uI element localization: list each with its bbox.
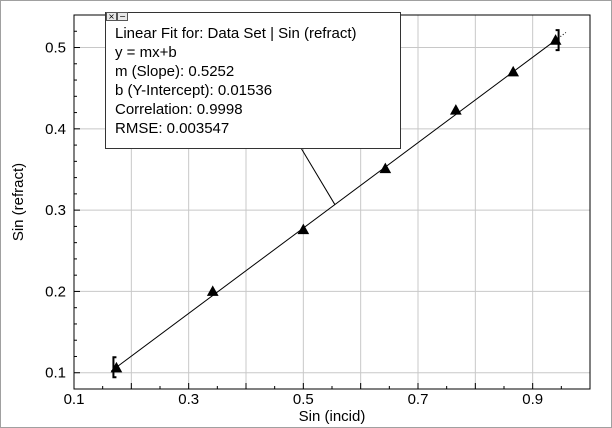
fit-rmse: RMSE: 0.003547 — [115, 120, 230, 137]
x-axis-label: Sin (incid) — [299, 408, 366, 425]
x-tick-label: 0.5 — [293, 391, 314, 408]
fit-box-leader-line — [300, 147, 336, 205]
fit-correlation: Correlation: 0.9998 — [115, 101, 243, 118]
x-tick-label: 0.7 — [408, 391, 429, 408]
data-point — [549, 34, 562, 45]
fit-intercept: b (Y-Intercept): 0.01536 — [115, 82, 273, 99]
data-point — [379, 162, 392, 174]
data-points — [110, 34, 562, 373]
y-tick-label: 0.4 — [45, 121, 66, 138]
y-tick-label: 0.3 — [45, 202, 66, 219]
x-tick-label: 0.1 — [64, 391, 85, 408]
x-tick-label: 0.9 — [522, 391, 543, 408]
fit-equation: y = mx+b — [115, 44, 177, 61]
minimize-icon[interactable]: − — [117, 12, 128, 21]
data-point — [507, 65, 520, 77]
data-point — [206, 285, 219, 296]
linear-fit-box[interactable]: × − Linear Fit for: Data Set | Sin (refr… — [105, 12, 401, 149]
fit-slope: m (Slope): 0.5252 — [115, 63, 235, 80]
y-tick-label: 0.1 — [45, 365, 66, 382]
axis-ticks — [74, 14, 562, 390]
y-axis-label: Sin (refract) — [10, 163, 27, 241]
y-tick-label: 0.2 — [45, 283, 66, 300]
fit-box-title: Linear Fit for: Data Set | Sin (refract) — [115, 25, 357, 42]
data-point — [110, 361, 123, 373]
x-tick-label: 0.3 — [178, 391, 199, 408]
fit-line — [116, 39, 556, 368]
data-point — [449, 104, 462, 115]
close-icon[interactable]: × — [106, 12, 117, 21]
y-tick-label: 0.5 — [45, 40, 66, 57]
data-point — [297, 223, 310, 235]
fit-line-extension — [555, 32, 567, 41]
